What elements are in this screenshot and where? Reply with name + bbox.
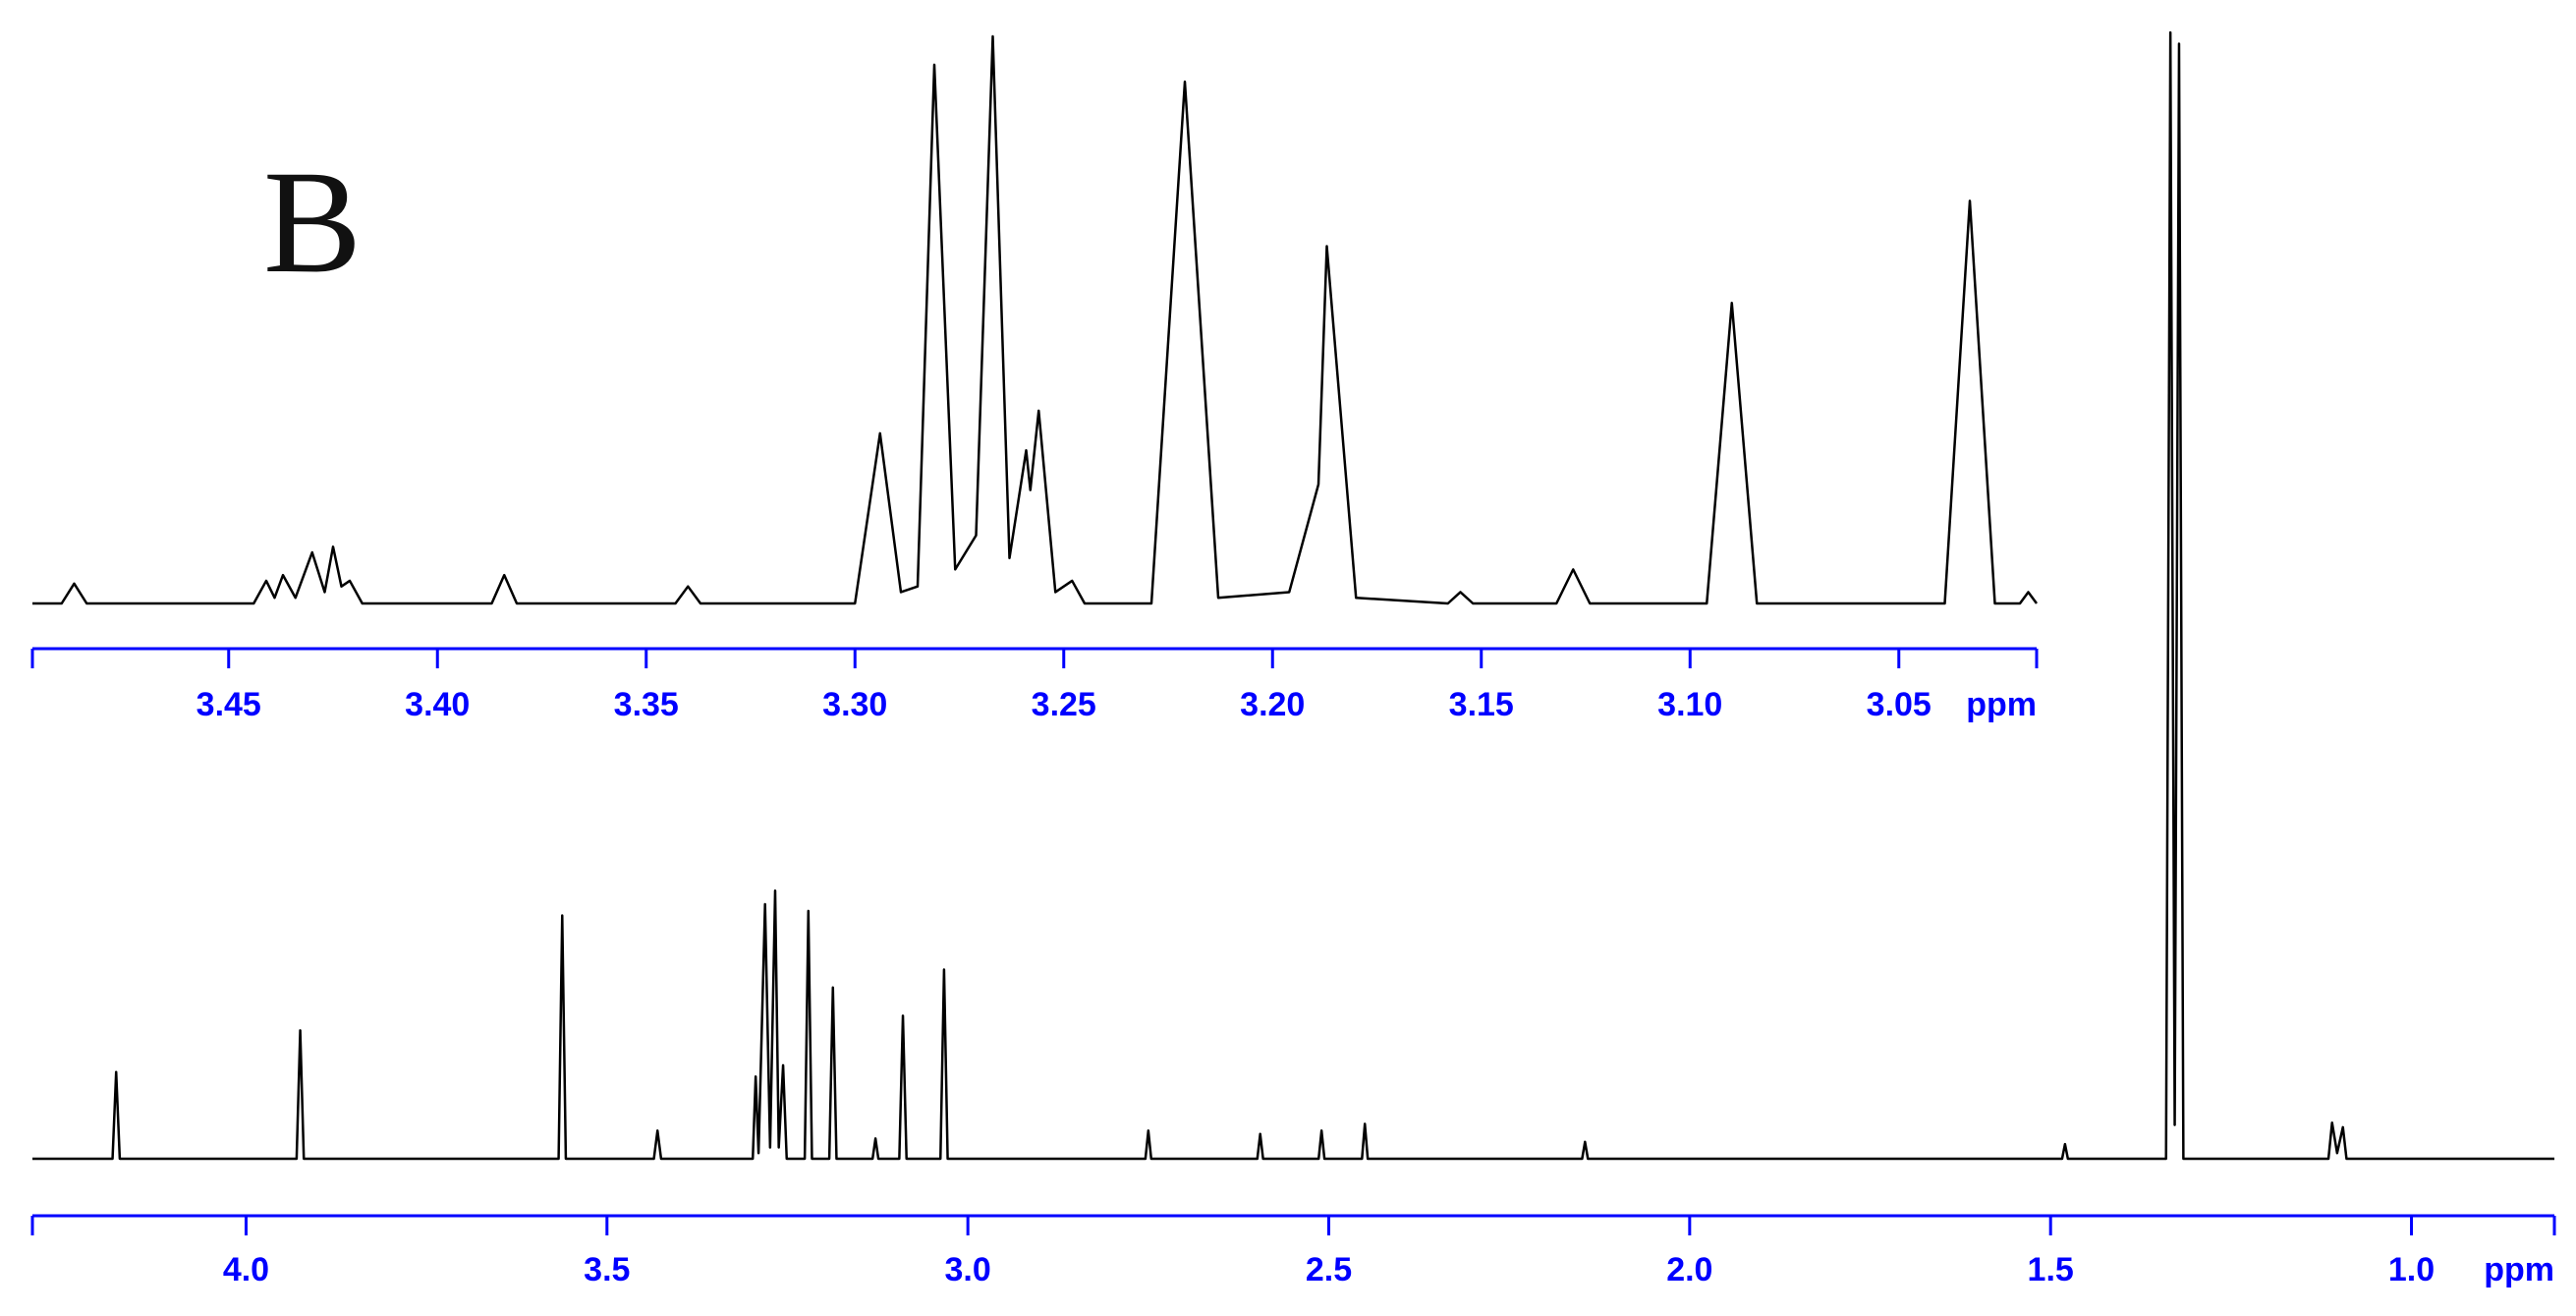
- x-tick-label: 1.5: [2028, 1251, 2074, 1288]
- x-tick-label: 3.15: [1449, 686, 1514, 723]
- x-axis-label: ppm: [1966, 686, 2037, 723]
- spectrum-line: [32, 30, 2554, 1161]
- x-tick-label: 2.5: [1306, 1251, 1352, 1288]
- x-tick-label: 3.30: [822, 686, 887, 723]
- x-tick-label: 2.0: [1666, 1251, 1712, 1288]
- x-tick-label: 3.40: [405, 686, 470, 723]
- x-tick-label: 3.25: [1032, 686, 1096, 723]
- x-axis-label: ppm: [2484, 1251, 2554, 1288]
- x-tick-label: 3.05: [1867, 686, 1932, 723]
- panel-label: B: [263, 141, 362, 304]
- x-tick-label: 3.5: [584, 1251, 630, 1288]
- x-tick-label: 3.45: [196, 686, 261, 723]
- x-tick-label: 1.0: [2388, 1251, 2435, 1288]
- x-tick-label: 3.0: [945, 1251, 991, 1288]
- x-tick-label: 4.0: [223, 1251, 269, 1288]
- x-tick-label: 3.20: [1240, 686, 1305, 723]
- spectrum-line: [32, 34, 2039, 605]
- x-tick-label: 3.35: [614, 686, 679, 723]
- x-tick-label: 3.10: [1657, 686, 1722, 723]
